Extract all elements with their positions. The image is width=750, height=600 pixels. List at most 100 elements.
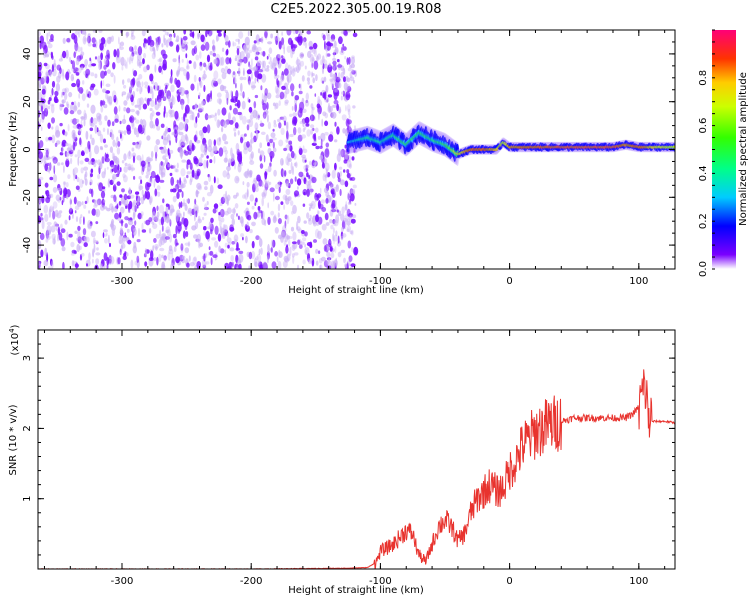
noise-speckle [221,72,227,80]
noise-speckle [52,206,55,213]
noise-speckle [111,35,114,42]
noise-speckle [63,181,66,190]
noise-speckle [156,125,161,131]
noise-speckle [302,148,308,154]
noise-speckle [334,246,337,254]
noise-speckle [257,60,262,67]
noise-speckle [136,81,141,88]
noise-speckle [152,257,157,262]
noise-speckle [323,76,327,83]
noise-speckle [60,54,63,60]
noise-speckle [77,200,82,208]
noise-speckle [217,184,223,189]
noise-speckle [317,193,322,198]
noise-speckle [45,189,50,198]
noise-speckle [62,129,66,135]
noise-speckle [47,122,51,129]
noise-speckle [166,32,170,36]
noise-speckle [217,233,222,242]
noise-speckle [118,36,120,45]
noise-speckle [311,106,315,111]
noise-speckle [229,57,232,65]
noise-speckle [170,75,173,84]
noise-speckle [324,158,328,165]
noise-speckle [89,179,93,186]
noise-speckle [129,86,132,94]
noise-speckle [187,198,191,204]
noise-speckle [158,65,163,73]
noise-speckle [46,32,49,42]
noise-speckle [80,167,84,174]
noise-speckle [64,88,67,94]
noise-speckle [233,234,239,243]
noise-speckle [237,130,240,136]
noise-speckle [267,202,270,209]
noise-speckle [308,260,312,264]
noise-speckle [278,249,281,258]
noise-speckle [121,243,126,249]
noise-speckle [119,130,124,135]
noise-speckle [100,204,105,211]
noise-speckle [90,72,95,77]
noise-speckle [238,38,240,45]
noise-speckle [42,50,46,57]
noise-speckle [343,30,348,37]
noise-speckle [277,57,280,65]
noise-speckle [112,90,117,100]
noise-speckle [234,77,237,84]
noise-speckle [102,232,105,239]
noise-speckle [206,201,209,206]
noise-speckle [114,118,119,123]
noise-speckle [249,229,253,234]
noise-speckle [177,65,181,73]
colorbar-tick-label: 0.2 [698,213,709,229]
noise-speckle [266,255,269,264]
noise-speckle [41,41,47,50]
noise-speckle [197,205,200,214]
noise-speckle [116,181,121,186]
noise-speckle [149,39,155,48]
noise-speckle [332,73,337,81]
noise-speckle [183,69,188,77]
noise-speckle [280,127,285,136]
noise-speckle [255,256,259,261]
noise-speckle [82,228,87,236]
noise-speckle [302,128,306,132]
noise-speckle [288,140,293,145]
noise-speckle [153,46,156,55]
noise-speckle [190,30,192,33]
noise-speckle [326,99,329,103]
noise-speckle [332,227,335,234]
noise-speckle [138,142,141,148]
noise-speckle [254,122,259,131]
noise-speckle [68,215,71,221]
noise-speckle [179,98,185,106]
x-tick-label: 100 [629,576,648,587]
noise-speckle [159,204,164,214]
noise-speckle [81,252,85,257]
noise-speckle [292,65,295,74]
noise-speckle [341,226,344,232]
noise-speckle [322,238,328,245]
noise-speckle [68,208,74,215]
noise-speckle [40,77,45,85]
noise-speckle [44,54,50,58]
noise-speckle [126,252,129,257]
noise-speckle [337,64,343,68]
noise-speckle [229,247,235,252]
noise-speckle [161,261,165,269]
noise-speckle [121,65,124,71]
noise-speckle [149,73,154,82]
noise-speckle [269,56,272,63]
noise-speckle [58,210,63,214]
noise-speckle [203,180,209,186]
noise-speckle [302,38,306,46]
noise-speckle [113,74,116,84]
noise-speckle [331,83,334,91]
noise-speckle [351,56,355,65]
noise-speckle [303,177,307,185]
noise-speckle [44,163,48,172]
noise-speckle [273,73,277,80]
noise-speckle [243,172,248,177]
noise-speckle [329,197,331,203]
